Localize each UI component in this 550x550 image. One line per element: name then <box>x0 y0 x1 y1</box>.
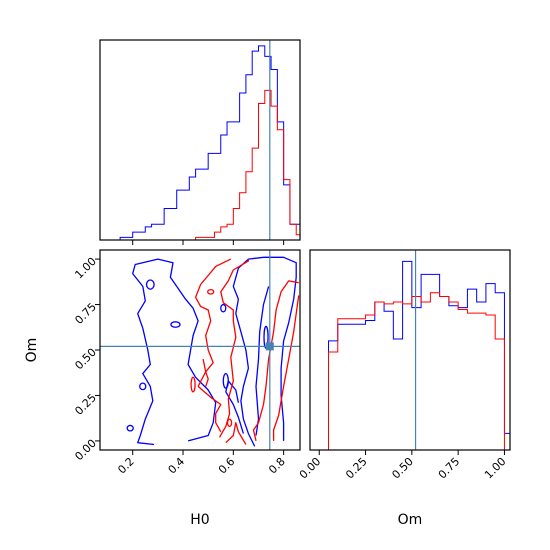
contour-loop-blue-0 <box>145 279 155 290</box>
contour-line-red-6 <box>194 258 232 387</box>
contour-loop-blue-4 <box>220 303 227 313</box>
hist-h0-frame <box>99 39 301 241</box>
contour-line-red-4 <box>218 259 250 438</box>
contour-loop-blue-3 <box>139 382 147 391</box>
hist-om-series-blue <box>319 260 510 450</box>
panel-hist-h0 <box>99 39 301 245</box>
contour-line-blue-3 <box>225 380 245 434</box>
contour-loop-blue-2 <box>126 424 134 432</box>
contour-xtick-label-1: 0.4 <box>166 455 188 477</box>
contour-loop-blue-5 <box>222 372 229 389</box>
contour-line-red-7 <box>225 422 247 445</box>
contour-loop-red-9 <box>226 418 233 428</box>
contour-line-red-5 <box>197 385 222 433</box>
contour-xtick-label-0: 0.2 <box>115 455 137 477</box>
panel-hist-om: 0.00 0.25 0.50 0.75 1.00 <box>297 249 511 482</box>
hist-om-series-red <box>319 292 510 450</box>
contour-line-blue-1 <box>232 256 297 447</box>
xlabel-om: Om <box>398 512 423 528</box>
xlabel-h0: H0 <box>190 512 209 528</box>
contour-loop-red-8 <box>190 376 196 393</box>
contour-xtick-label-2: 0.6 <box>216 455 238 477</box>
contour-line-red-8 <box>252 280 299 442</box>
contour-truth-marker <box>265 342 274 351</box>
hist-h0-series-blue <box>107 45 300 240</box>
contour-loop-red-7 <box>207 288 215 295</box>
contour-loop-blue-1 <box>170 321 181 328</box>
hist-om-xtick-label-2: 0.50 <box>389 455 416 482</box>
contour-line-red-10 <box>202 358 209 387</box>
contour-line-blue-0 <box>132 258 217 446</box>
contour-ytick-label-3: 0.75 <box>72 300 99 327</box>
hist-om-xtick-label-3: 0.75 <box>436 455 463 482</box>
hist-om-frame <box>309 249 511 451</box>
contour-ytick-label-2: 0.50 <box>72 346 99 373</box>
contour-ytick-label-1: 0.25 <box>72 391 99 418</box>
contour-plot-area <box>100 250 300 450</box>
contour-ytick-label-0: 0.00 <box>72 437 99 464</box>
hist-om-xtick-label-4: 1.00 <box>482 455 509 482</box>
contour-xtick-label-3: 0.8 <box>266 455 288 477</box>
hist-om-xtick-label-1: 0.25 <box>343 455 370 482</box>
hist-om-xtick-label-0: 0.00 <box>297 455 324 482</box>
panel-contour-h0-om: 0.2 0.4 0.6 0.8 0.00 0.25 0.50 0.75 1.00 <box>72 249 301 477</box>
ylabel-om: Om <box>24 338 40 363</box>
contour-ytick-label-4: 1.00 <box>72 255 99 282</box>
contour-line-red-9 <box>272 295 300 441</box>
hist-h0-series-red <box>107 89 300 240</box>
hist-om-plot-area <box>319 250 510 450</box>
contour-line-blue-2 <box>255 286 270 436</box>
hist-h0-plot-area <box>107 40 300 240</box>
